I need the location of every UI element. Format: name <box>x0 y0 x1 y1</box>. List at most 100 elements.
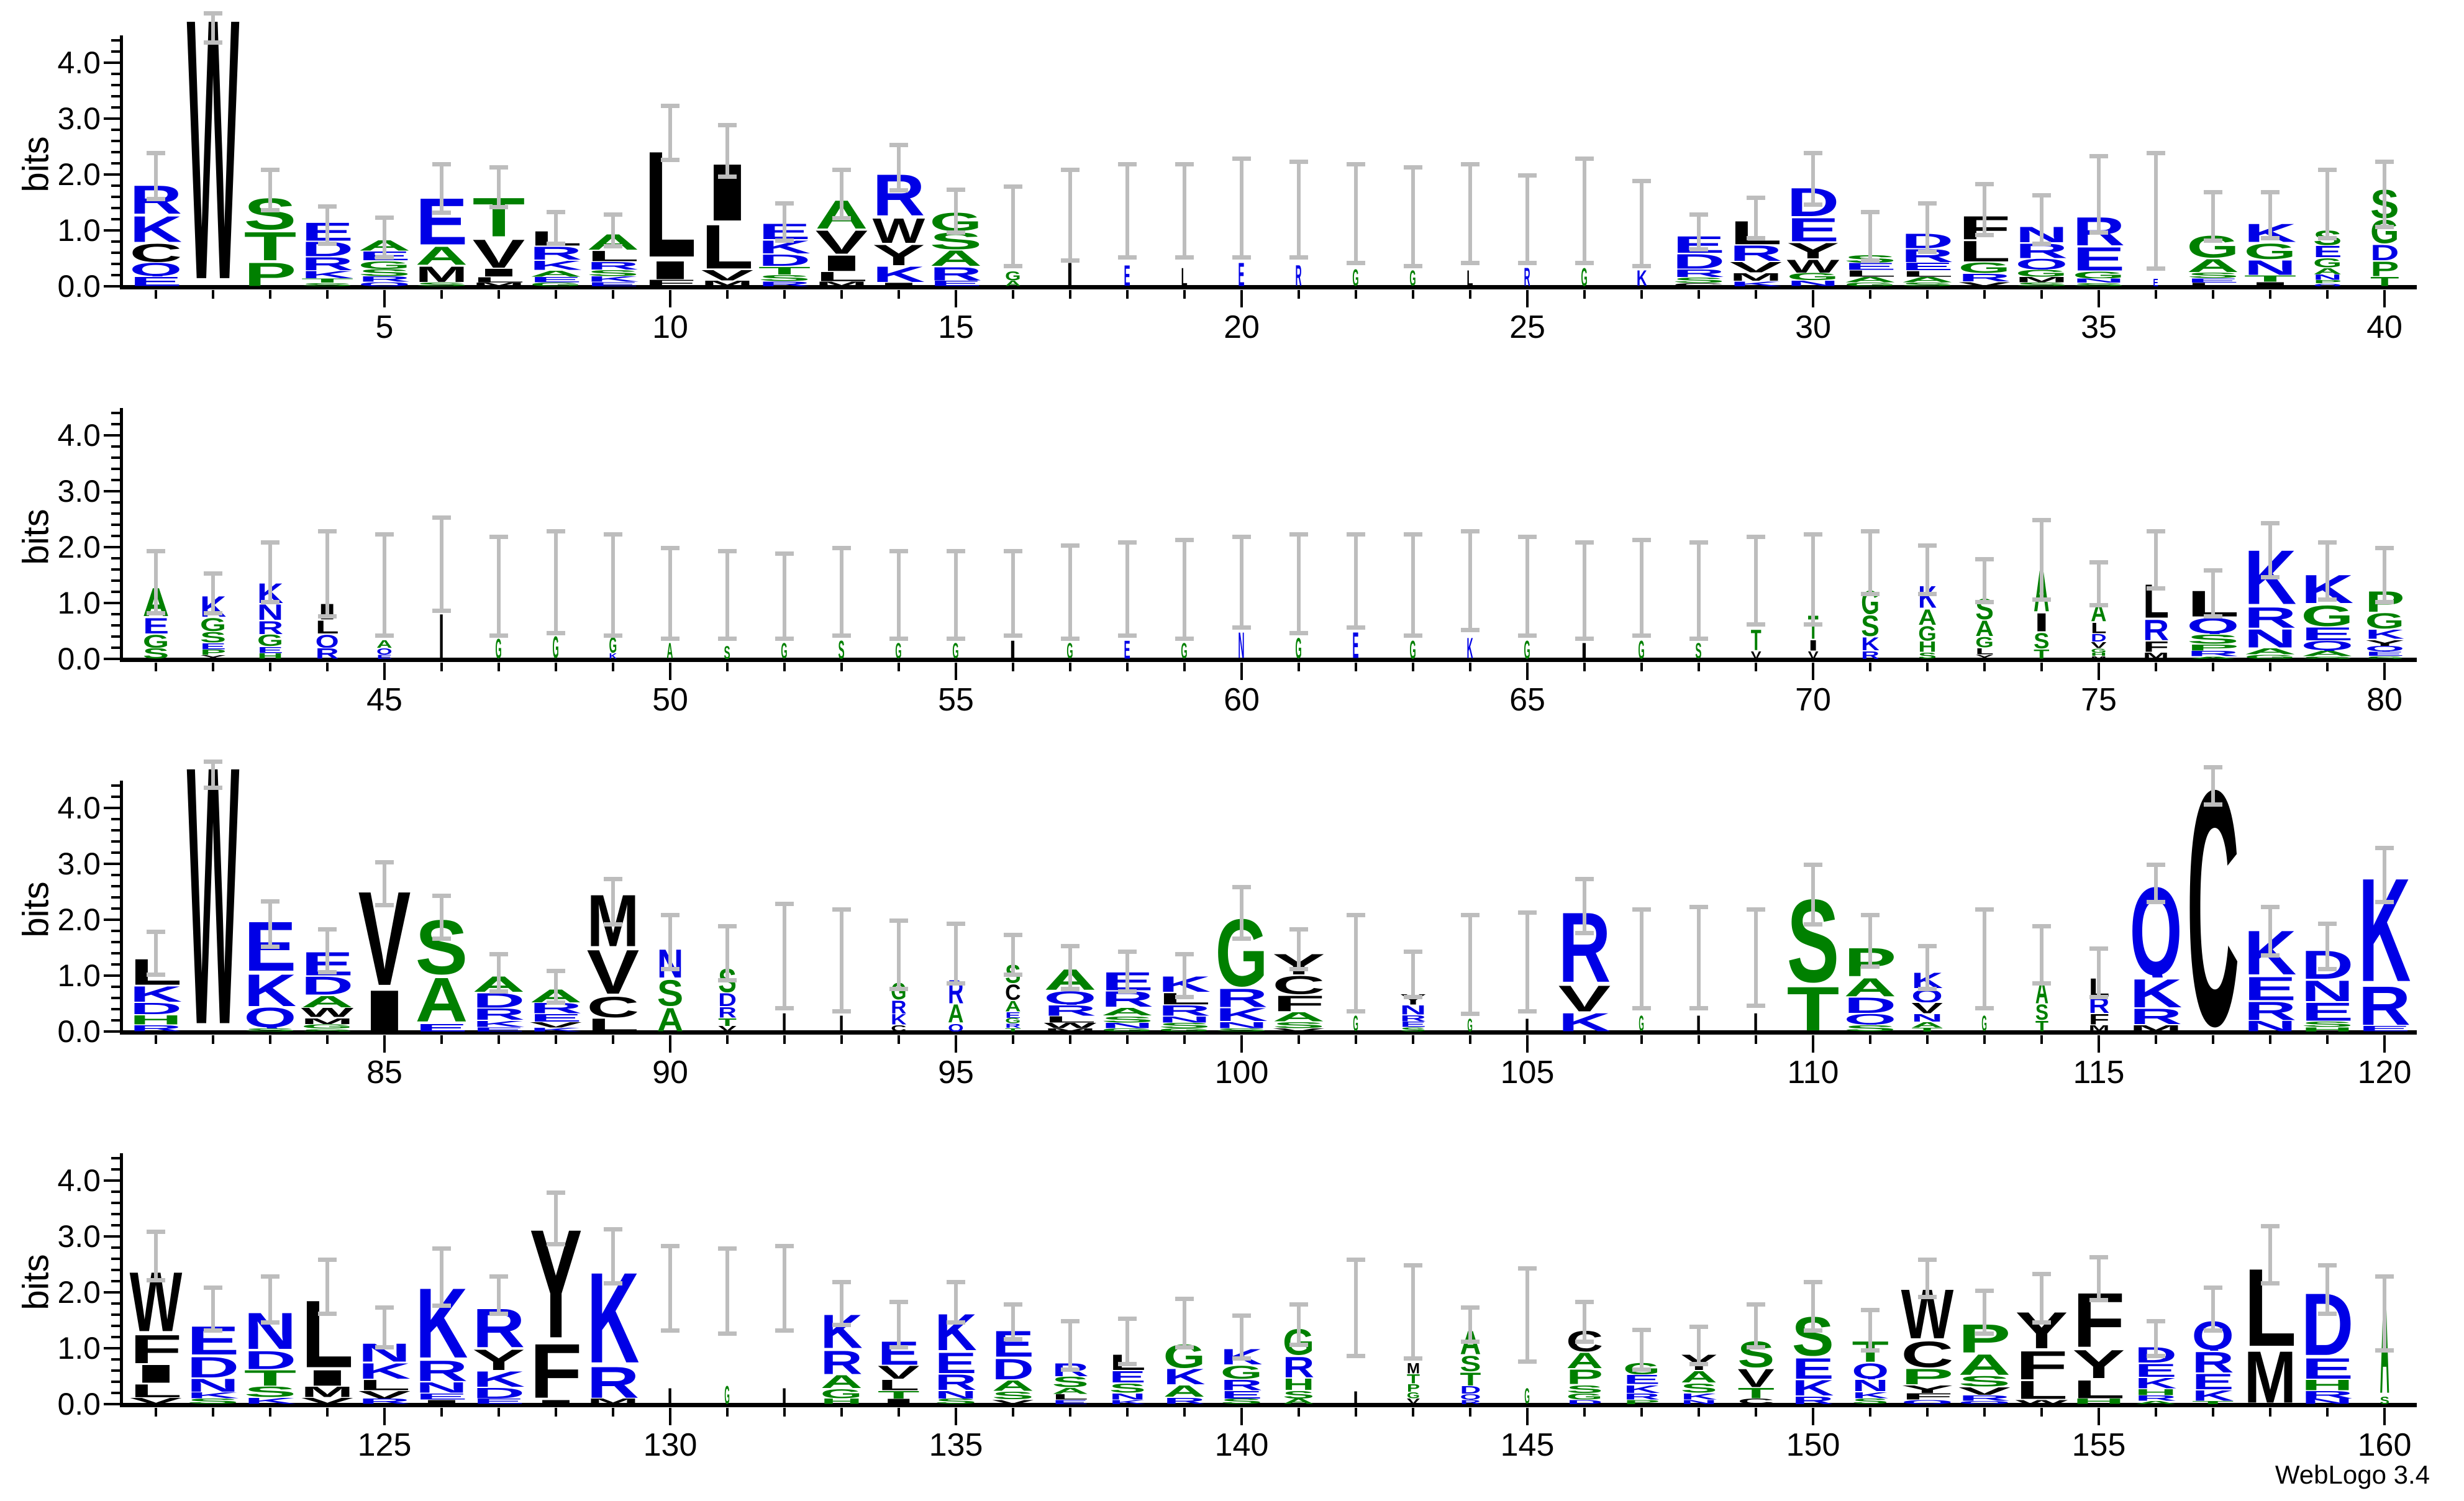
error-bar-pos-33 <box>1975 181 1994 237</box>
residue-letter-A: A <box>376 640 393 648</box>
logo-stack-pos-48: G <box>527 635 584 659</box>
error-bar-cap-top <box>261 168 280 172</box>
error-bar-cap-top <box>1861 1308 1880 1312</box>
y-minor-tick <box>111 1224 120 1227</box>
y-minor-tick <box>111 535 120 537</box>
logo-stack-pos-57: G <box>1042 642 1099 659</box>
error-bar-cap-top <box>1689 540 1708 545</box>
error-bar-cap-bottom <box>1061 1367 1080 1372</box>
error-bar-pos-45 <box>375 532 394 638</box>
residue-letter-G: G <box>1639 1015 1644 1032</box>
residue-letter-G: G <box>1981 1015 1987 1032</box>
residue-letter-I: I <box>1807 640 1819 651</box>
y-minor-tick <box>111 784 120 787</box>
svg-text:S: S <box>1052 1376 1088 1387</box>
residue-letter-N: N <box>1107 1393 1147 1400</box>
svg-text:M: M <box>587 1399 640 1404</box>
error-bar-cap-bottom <box>832 633 851 638</box>
svg-text:G: G <box>953 642 959 659</box>
logo-stack-pos-92: I <box>756 1012 813 1032</box>
x-minor-tick <box>1583 1035 1586 1044</box>
error-bar-cap-top <box>318 529 337 533</box>
x-minor-tick <box>726 663 729 671</box>
error-bar-pos-9 <box>604 212 622 248</box>
error-bar-pos-152 <box>1918 1258 1937 1299</box>
error-bar-pos-108 <box>1689 904 1708 1010</box>
residue-letter-E: E <box>1238 261 1245 287</box>
error-bar-pos-40 <box>2375 159 2394 229</box>
residue-letter-N: N <box>1099 1023 1156 1028</box>
residue-letter-N: N <box>184 1378 242 1392</box>
y-minor-tick <box>111 39 120 42</box>
svg-text:I: I <box>1067 261 1073 287</box>
svg-text:G: G <box>2301 604 2354 627</box>
x-minor-tick <box>612 290 614 299</box>
svg-text:Q: Q <box>1958 1401 2011 1404</box>
y-minor-tick <box>111 818 120 820</box>
error-bar-pos-127 <box>489 1274 508 1316</box>
svg-text:L: L <box>701 222 754 270</box>
residue-letter-I: I <box>781 1012 787 1032</box>
svg-text:E: E <box>2192 1373 2234 1390</box>
y-major-tick <box>104 658 120 660</box>
error-bar-cap-top <box>604 876 622 881</box>
residue-letter-Y: Y <box>1899 1385 1956 1394</box>
svg-text:N: N <box>1680 1400 1717 1404</box>
x-minor-tick <box>1183 663 1186 671</box>
error-bar-cap-bottom <box>1518 1359 1537 1364</box>
error-bar-cap-top <box>2261 520 2280 525</box>
error-bar-cap-top <box>2204 764 2222 769</box>
x-tick-label-50: 50 <box>652 682 688 718</box>
error-bar-pos-11 <box>718 123 737 179</box>
error-bar-pos-20 <box>1232 156 1251 260</box>
y-minor-tick <box>111 624 120 627</box>
error-bar-cap-top <box>1289 532 1308 537</box>
error-bar-pos-58 <box>1118 540 1137 638</box>
residue-letter-L: L <box>642 145 699 260</box>
residue-letter-G: G <box>1842 283 1899 286</box>
residue-letter-N: N <box>1679 1400 1719 1404</box>
residue-letter-D: D <box>2369 244 2401 261</box>
x-major-tick <box>2383 663 2386 680</box>
x-tick-label-145: 145 <box>1500 1427 1555 1463</box>
residue-letter-E: E <box>1399 1022 1427 1027</box>
x-tick-label-125: 125 <box>357 1427 412 1463</box>
y-major-tick <box>104 863 120 865</box>
svg-text:Q: Q <box>2016 258 2068 270</box>
residue-letter-G: G <box>356 261 413 270</box>
residue-letter-H: H <box>819 1399 865 1404</box>
svg-text:G: G <box>896 642 902 659</box>
residue-letter-M: M <box>584 1399 642 1404</box>
svg-text:G: G <box>530 283 583 286</box>
y-minor-tick <box>111 896 120 899</box>
residue-letter-S: S <box>1107 1383 1147 1393</box>
residue-letter-C: C <box>890 1025 907 1032</box>
x-minor-tick <box>1469 663 1471 671</box>
logo-row-2: bits0.01.02.03.04.0AEGSKGSEPYKNRGEHILQRA… <box>0 330 2464 718</box>
svg-text:A: A <box>416 246 468 266</box>
x-minor-tick <box>498 1408 500 1417</box>
error-bar-cap-bottom <box>432 1303 451 1308</box>
residue-letter-M: M <box>2090 656 2107 660</box>
residue-letter-S: S <box>756 274 813 281</box>
y-minor-tick <box>111 851 120 854</box>
svg-text:R: R <box>358 1399 411 1404</box>
y-minor-tick <box>111 885 120 887</box>
error-bar-cap-top <box>832 1280 851 1284</box>
residue-letter-S: S <box>838 640 845 660</box>
error-bar-cap-top <box>661 1243 680 1248</box>
y-axis-line <box>120 408 123 661</box>
error-bar-pos-116 <box>2147 863 2165 904</box>
residue-letter-W: W <box>2013 1400 2070 1404</box>
residue-letter-R: R <box>1156 1005 1213 1016</box>
error-bar-cap-top <box>1747 1302 1765 1307</box>
x-minor-tick <box>1926 290 1929 299</box>
svg-text:S: S <box>2301 1022 2354 1027</box>
logo-stack-pos-60: N <box>1213 631 1270 659</box>
residue-letter-S: S <box>1099 1016 1156 1023</box>
error-bar-cap-bottom <box>1518 1009 1537 1014</box>
y-minor-tick <box>111 501 120 504</box>
logo-stack-pos-56: I <box>984 640 1042 660</box>
